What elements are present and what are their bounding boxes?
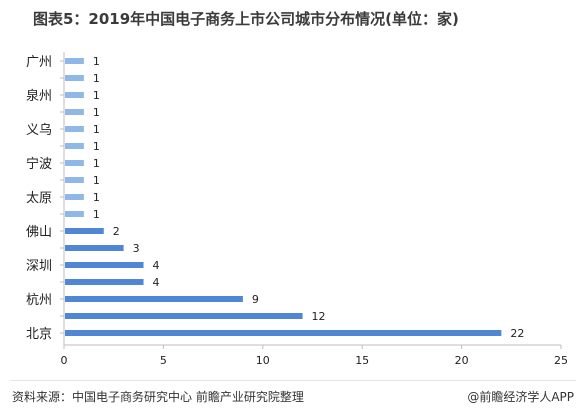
- y-tick-label: 宁波: [26, 156, 52, 172]
- y-tick-label: 广州: [26, 55, 52, 70]
- y-tick-label: 佛山: [26, 225, 52, 240]
- bar: [65, 92, 84, 98]
- bar: [65, 211, 84, 217]
- bar: [65, 126, 84, 132]
- data-label: 9: [252, 293, 259, 306]
- y-tick-label: 北京: [26, 327, 52, 342]
- bar: [65, 296, 243, 302]
- x-tick-label: 15: [355, 354, 369, 367]
- bar: [65, 313, 303, 319]
- y-tick-label: 深圳: [26, 259, 52, 274]
- data-label: 12: [312, 310, 326, 323]
- bar: [65, 194, 84, 200]
- data-label: 1: [93, 191, 100, 204]
- footer: 资料来源：中国电子商务研究中心 前瞻产业研究院整理 @前瞻经济学人APP: [0, 388, 586, 412]
- bar: [65, 160, 84, 166]
- data-label: 1: [93, 208, 100, 221]
- data-label: 1: [93, 140, 100, 153]
- bar: [65, 262, 144, 268]
- y-tick-label: 泉州: [26, 88, 52, 104]
- bar: [65, 330, 502, 336]
- x-tick-label: 20: [455, 354, 469, 367]
- bar: [65, 143, 84, 149]
- data-label: 1: [93, 55, 100, 68]
- data-label: 1: [93, 106, 100, 119]
- x-tick-label: 25: [554, 354, 568, 367]
- data-label: 4: [153, 276, 160, 289]
- data-label: 3: [133, 242, 140, 255]
- x-tick-label: 10: [256, 354, 270, 367]
- y-tick-label: 义乌: [26, 122, 52, 138]
- data-label: 2: [113, 225, 120, 238]
- bar: [65, 75, 84, 81]
- bar: [65, 245, 124, 251]
- data-label: 1: [93, 123, 100, 136]
- bar: [65, 109, 84, 115]
- data-label: 4: [153, 259, 160, 272]
- data-label: 1: [93, 157, 100, 170]
- bar: [65, 279, 144, 285]
- x-tick-label: 5: [160, 354, 167, 367]
- data-label: 1: [93, 89, 100, 102]
- bar: [65, 58, 84, 64]
- data-label: 1: [93, 72, 100, 85]
- footer-divider: [10, 380, 576, 381]
- data-label: 1: [93, 174, 100, 187]
- x-tick-label: 0: [61, 354, 68, 367]
- data-label: 22: [510, 327, 524, 340]
- source-note: 资料来源：中国电子商务研究中心 前瞻产业研究院整理: [12, 390, 304, 404]
- y-tick-label: 太原: [26, 191, 52, 206]
- chart-title: 图表5：2019年中国电子商务上市公司城市分布情况(单位：家): [33, 10, 459, 28]
- bar: [65, 228, 104, 234]
- y-tick-label: 杭州: [26, 293, 52, 308]
- bar: [65, 177, 84, 183]
- brand-credit: @前瞻经济学人APP: [467, 390, 574, 404]
